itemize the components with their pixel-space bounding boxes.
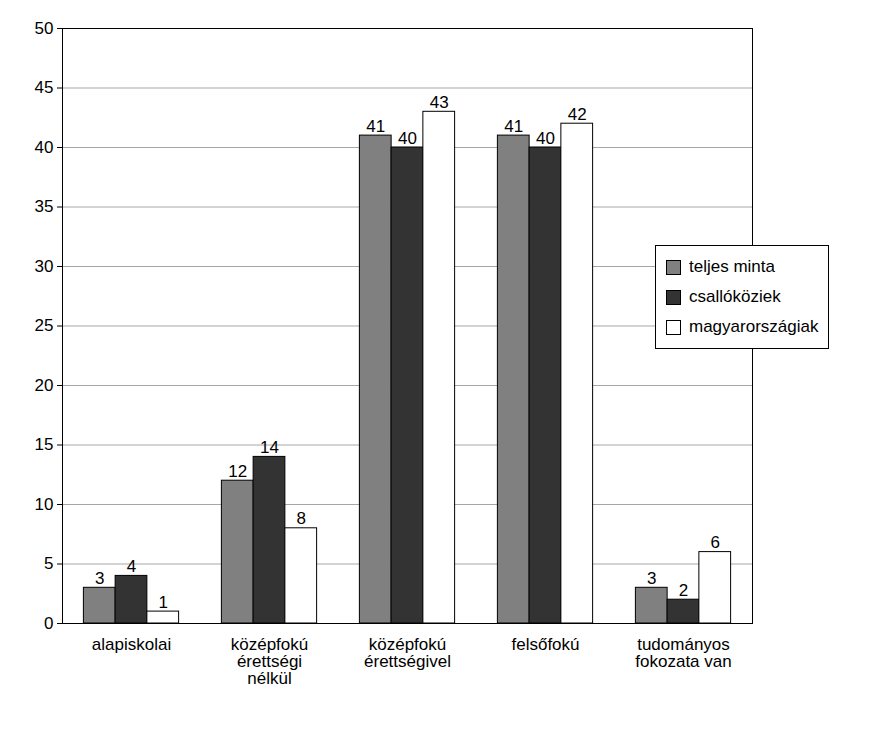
svg-text:alapiskolai: alapiskolai xyxy=(92,635,171,654)
svg-text:4: 4 xyxy=(127,557,136,576)
svg-text:5: 5 xyxy=(44,554,53,573)
svg-text:40: 40 xyxy=(536,129,555,148)
svg-text:40: 40 xyxy=(398,129,417,148)
svg-text:8: 8 xyxy=(297,509,306,528)
svg-text:25: 25 xyxy=(35,316,54,335)
svg-text:0: 0 xyxy=(44,614,53,633)
svg-text:12: 12 xyxy=(228,462,247,481)
svg-text:3: 3 xyxy=(95,569,104,588)
svg-text:6: 6 xyxy=(711,533,720,552)
svg-text:43: 43 xyxy=(430,93,449,112)
svg-text:14: 14 xyxy=(260,438,279,457)
html-text:magyarországiak: magyarországiak xyxy=(689,317,819,336)
svg-text:45: 45 xyxy=(35,78,54,97)
svg-text:középfokúérettséginélkül: középfokúérettséginélkül xyxy=(231,635,309,688)
svg-text:41: 41 xyxy=(504,117,523,136)
svg-text:15: 15 xyxy=(35,435,54,454)
svg-text:30: 30 xyxy=(35,257,54,276)
html-text:csallóköziek: csallóköziek xyxy=(689,287,781,306)
svg-text:50: 50 xyxy=(35,19,54,38)
svg-text:középfokúérettségivel: középfokúérettségivel xyxy=(364,635,451,671)
svg-text:3: 3 xyxy=(647,569,656,588)
svg-text:40: 40 xyxy=(35,138,54,157)
svg-text:10: 10 xyxy=(35,495,54,514)
html-text:teljes minta: teljes minta xyxy=(689,257,775,276)
svg-text:1: 1 xyxy=(159,593,168,612)
svg-text:41: 41 xyxy=(366,117,385,136)
svg-text:2: 2 xyxy=(679,581,688,600)
svg-text:tudományosfokozata van: tudományosfokozata van xyxy=(635,635,731,671)
svg-text:42: 42 xyxy=(568,105,587,124)
svg-text:felsőfokú: felsőfokú xyxy=(511,635,579,654)
svg-text:35: 35 xyxy=(35,197,54,216)
svg-text:20: 20 xyxy=(35,376,54,395)
